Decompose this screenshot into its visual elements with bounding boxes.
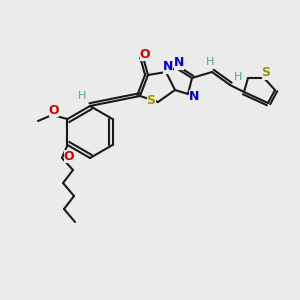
- Text: H: H: [234, 72, 242, 82]
- Text: S: S: [146, 94, 155, 107]
- Text: N: N: [189, 89, 199, 103]
- Text: S: S: [262, 67, 271, 80]
- Text: N: N: [174, 56, 184, 70]
- Text: N: N: [163, 61, 173, 74]
- Text: H: H: [78, 91, 86, 101]
- Text: H: H: [206, 57, 214, 67]
- Text: O: O: [49, 103, 59, 116]
- Text: O: O: [140, 47, 150, 61]
- Text: O: O: [64, 149, 74, 163]
